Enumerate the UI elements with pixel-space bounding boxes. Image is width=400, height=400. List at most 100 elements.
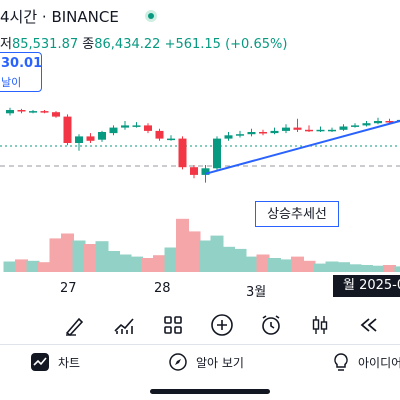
nav-explore-label: 알아 보기 (196, 355, 244, 370)
trendline[interactable] (205, 115, 400, 175)
candle-body (362, 123, 371, 126)
add-icon[interactable] (205, 308, 239, 342)
volume-bar (153, 255, 166, 272)
candle-body (52, 112, 60, 117)
volume-bar (291, 256, 304, 272)
drawing-toolbar (0, 308, 400, 342)
market-open-indicator-icon (145, 10, 157, 22)
volume-bars (3, 218, 400, 272)
candle-body (247, 132, 256, 135)
volume-bar (268, 258, 281, 272)
volume-bar (210, 235, 224, 272)
toolbar-divider (0, 344, 400, 345)
close-label: 종 (82, 37, 95, 52)
candle-body (40, 111, 49, 113)
symbol-title[interactable]: 4시간 · BINANCE (0, 8, 119, 26)
candle-body (385, 121, 394, 123)
volume-bar (233, 248, 247, 272)
candle-body (259, 132, 267, 134)
candlestick-chart[interactable] (0, 100, 400, 300)
trendline-label[interactable]: 상승추세선 (255, 201, 339, 227)
nav-ideas-label: 아이디어 (358, 355, 400, 370)
nav-chart[interactable]: 차트 (30, 350, 80, 374)
volume-bar (3, 261, 17, 272)
nav-ideas[interactable]: 아이디어 (332, 350, 400, 374)
alarm-icon[interactable] (254, 308, 288, 342)
volume-bar (130, 256, 143, 272)
ohlc-readout: 저85,531.87 종86,434.22 +561.15 (+0.65%) (0, 33, 287, 52)
candle-body (132, 125, 141, 127)
candle-body (155, 130, 164, 139)
candle-body (75, 136, 83, 143)
candle-body (17, 110, 26, 112)
volume-bar (314, 263, 327, 272)
candle-body (351, 125, 359, 127)
candle-body (86, 136, 95, 141)
candle-body (144, 125, 152, 131)
volume-bar (95, 241, 109, 272)
volume-bar (38, 262, 51, 272)
home-indicator (150, 389, 270, 394)
candle-body (213, 138, 221, 169)
volume-bar (141, 258, 155, 272)
candle-body (29, 111, 37, 113)
volume-bar (107, 251, 120, 272)
candle-body (305, 129, 313, 132)
replay-icon[interactable] (352, 308, 386, 342)
nav-chart-label: 차트 (58, 355, 81, 370)
volume-bar (176, 218, 189, 272)
volume-bar (61, 233, 74, 272)
volume-bar (383, 265, 396, 272)
x-axis-label-28: 28 (154, 281, 171, 296)
candle-type-icon[interactable] (303, 308, 337, 342)
volume-bar (256, 254, 270, 272)
candle-body (282, 127, 290, 131)
volume-bar (245, 256, 258, 272)
candle-body (121, 125, 129, 128)
candle-body (224, 135, 233, 139)
compass-icon (168, 352, 188, 372)
volume-bar (371, 265, 385, 272)
candle-body (6, 110, 14, 114)
indicators-icon[interactable] (107, 308, 141, 342)
volume-bar (84, 244, 97, 272)
price-tag-label: 날이 (1, 76, 22, 89)
volume-bar (360, 265, 373, 272)
volume-bar (199, 240, 212, 272)
candle-body (339, 126, 348, 130)
candle-body (328, 129, 336, 132)
candle-body (236, 134, 244, 136)
x-axis-label-27: 27 (60, 281, 77, 296)
x-axis-label-march: 3월 (246, 285, 267, 300)
candle-body (316, 129, 325, 132)
candle-body (63, 116, 72, 143)
candle-body (374, 121, 382, 124)
volume-bar (302, 260, 316, 272)
candle-body (98, 132, 106, 140)
low-label: 저 (0, 37, 12, 52)
candle-body (201, 168, 210, 175)
candle-body (109, 127, 118, 134)
close-value: 86,434.22 (94, 37, 161, 52)
draw-pen-icon[interactable] (58, 308, 92, 342)
volume-bar (164, 247, 178, 272)
volume-bar (26, 260, 40, 272)
volume-bar (118, 254, 132, 272)
candle-body (293, 127, 302, 130)
candle-body (190, 167, 198, 175)
volume-bar (72, 240, 86, 272)
candle-body (270, 130, 279, 134)
layouts-icon[interactable] (156, 308, 190, 342)
price-tag[interactable]: 30.01 날이 (0, 52, 42, 92)
crosshair-time-badge: 월 2025-0 (333, 275, 400, 297)
volume-bar (337, 262, 350, 272)
candle-body (167, 138, 175, 141)
nav-explore[interactable]: 알아 보기 (168, 350, 244, 374)
price-change: +561.15 (+0.65%) (164, 37, 288, 52)
candle-body (178, 138, 187, 168)
volume-bar (325, 261, 339, 272)
volume-bar (394, 266, 400, 272)
volume-bar (15, 259, 28, 272)
volume-bar (279, 259, 293, 272)
volume-bar (222, 246, 235, 272)
